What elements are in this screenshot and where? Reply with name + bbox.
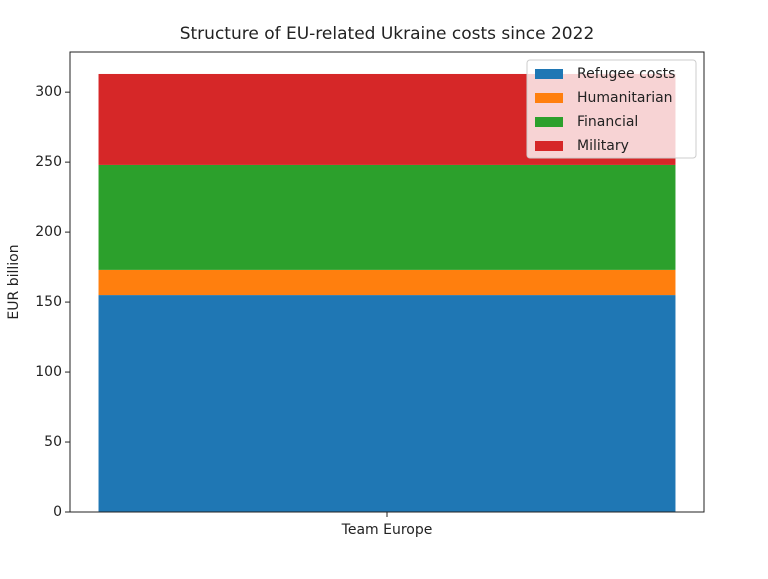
x-tick-label: Team Europe — [341, 522, 433, 538]
chart-title: Structure of EU-related Ukraine costs si… — [180, 24, 595, 44]
legend-label: Military — [577, 138, 629, 154]
y-tick-label: 250 — [35, 154, 62, 170]
legend-swatch — [535, 69, 563, 79]
bar — [98, 295, 676, 512]
axes-frame — [69, 51, 705, 513]
y-tick-label: 150 — [35, 294, 62, 310]
bar — [98, 269, 676, 296]
y-tick-label: 100 — [35, 364, 62, 380]
y-tick-label: 50 — [44, 434, 62, 450]
y-axis-label: EUR billion — [6, 244, 22, 319]
legend-box — [526, 59, 697, 159]
y-tick-label: 0 — [53, 504, 62, 520]
legend-label: Financial — [577, 114, 638, 130]
legend-swatch — [535, 93, 563, 103]
legend-label: Refugee costs — [577, 66, 675, 82]
y-tick-label: 300 — [35, 84, 62, 100]
legend-swatch — [535, 117, 563, 127]
legend-swatch — [535, 141, 563, 151]
y-tick-label: 200 — [35, 224, 62, 240]
bar — [98, 164, 676, 270]
legend-label: Humanitarian — [577, 90, 673, 106]
